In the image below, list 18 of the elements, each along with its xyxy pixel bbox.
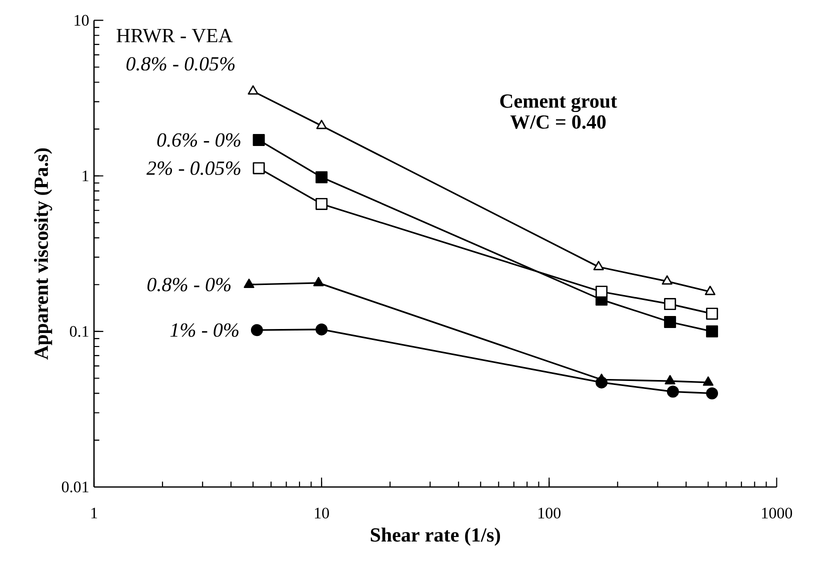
annotation: W/C = 0.40 bbox=[510, 115, 606, 129]
series-label: 0.6% - 0% bbox=[157, 133, 240, 147]
series-label: 0.8% - 0.05% bbox=[126, 57, 235, 71]
y-tick-label: 10 bbox=[74, 14, 89, 26]
x-tick-label: 1 bbox=[91, 508, 98, 518]
x-axis-title: Shear rate (1/s) bbox=[370, 528, 500, 546]
annotation: HRWR - VEA bbox=[116, 28, 233, 42]
series-label: 2% - 0.05% bbox=[146, 161, 240, 176]
y-tick-label: 0.01 bbox=[62, 482, 88, 492]
series-label: 1% - 0% bbox=[170, 323, 238, 337]
y-tick-label: 1 bbox=[82, 170, 88, 182]
annotation: Cement grout bbox=[500, 94, 618, 112]
x-tick-label: 100 bbox=[538, 508, 560, 518]
y-axis-title: Apparent viscosity (Pa.s) bbox=[34, 148, 52, 360]
series-label: 0.8% - 0% bbox=[147, 278, 231, 292]
x-tick-label: 1000 bbox=[762, 508, 792, 518]
y-tick-label: 0.1 bbox=[70, 326, 88, 337]
x-tick-label: 10 bbox=[314, 508, 329, 518]
